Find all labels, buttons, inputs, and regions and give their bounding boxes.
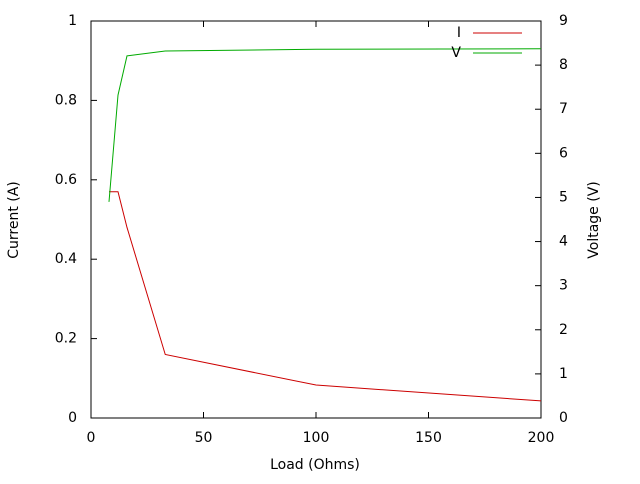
x-tick-label: 0 — [87, 430, 96, 446]
y2-tick-label: 7 — [559, 101, 568, 117]
y2-tick-label: 4 — [559, 234, 568, 250]
y-tick-label: 0 — [68, 410, 77, 426]
y-axis-label: Current (A) — [6, 181, 22, 259]
y-tick-label: 0.8 — [55, 92, 77, 108]
y-tick-label: 0.6 — [55, 172, 77, 188]
x-tick-label: 100 — [303, 430, 330, 446]
y2-tick-label: 2 — [559, 322, 568, 338]
y2-axis-label: Voltage (V) — [586, 181, 602, 258]
y-tick-label: 0.4 — [55, 251, 77, 267]
y2-tick-label: 6 — [559, 145, 568, 161]
series-line — [109, 191, 542, 402]
series-line — [108, 48, 542, 202]
plot-frame — [90, 20, 542, 419]
x-tick-label: 50 — [195, 430, 213, 446]
x-tick-label: 200 — [528, 430, 555, 446]
x-axis-label: Load (Ohms) — [270, 457, 360, 473]
y2-tick-label: 1 — [559, 366, 568, 382]
y2-tick-label: 9 — [559, 13, 568, 29]
legend-label: I — [457, 25, 461, 41]
y-tick-label: 0.2 — [55, 331, 77, 347]
y2-tick-label: 0 — [559, 410, 568, 426]
x-tick-label: 150 — [415, 430, 442, 446]
y-tick-label: 1 — [68, 13, 77, 29]
y2-tick-label: 5 — [559, 189, 568, 205]
y2-tick-label: 3 — [559, 278, 568, 294]
y2-tick-label: 8 — [559, 57, 568, 73]
legend-label: V — [451, 45, 461, 61]
